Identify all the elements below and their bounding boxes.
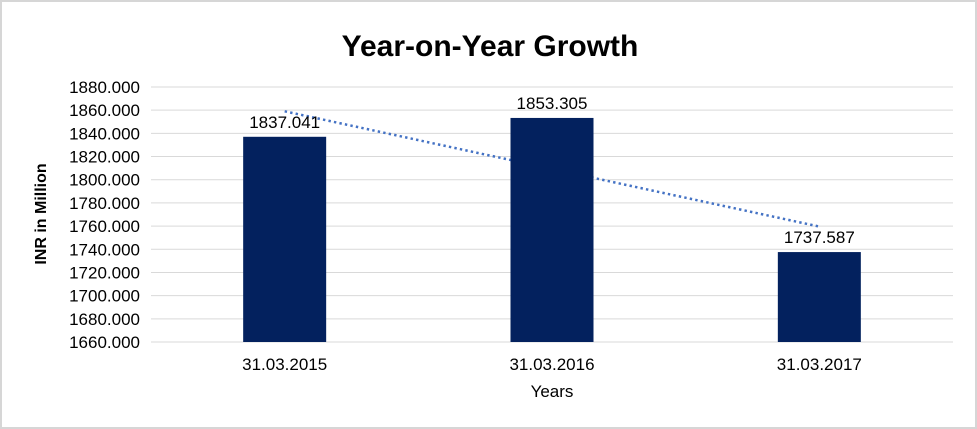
y-tick-label: 1760.000 <box>69 217 140 236</box>
y-tick-label: 1800.000 <box>69 171 140 190</box>
y-tick-label: 1780.000 <box>69 194 140 213</box>
y-axis-title: INR in Million <box>33 163 50 264</box>
y-tick-label: 1840.000 <box>69 124 140 143</box>
y-tick-label: 1700.000 <box>69 287 140 306</box>
x-tick-label: 31.03.2015 <box>242 355 327 374</box>
bar-31.03.2017[interactable] <box>777 252 861 342</box>
y-axis-tick-labels: 1660.000 1680.000 1700.000 1720.000 1740.000… <box>69 78 140 352</box>
y-tick-label: 1660.000 <box>69 333 140 352</box>
y-tick-label: 1860.000 <box>69 101 140 120</box>
y-tick-label: 1740.000 <box>69 240 140 259</box>
y-tick-label: 1720.000 <box>69 263 140 282</box>
y-tick-label: 1880.000 <box>69 78 140 97</box>
data-label: 1737.587 <box>784 228 855 247</box>
data-label: 1837.041 <box>249 113 320 132</box>
chart-title: Year-on-Year Growth <box>342 30 639 63</box>
trendline[interactable] <box>284 110 820 228</box>
x-axis-title: Years <box>531 382 574 401</box>
trendline-segment[interactable] <box>284 110 820 228</box>
y-tick-label: 1820.000 <box>69 148 140 167</box>
x-axis-tick-labels: 31.03.2015 31.03.2016 31.03.2017 <box>242 355 862 374</box>
y-tick-label: 1680.000 <box>69 310 140 329</box>
bar-31.03.2016[interactable] <box>510 117 594 343</box>
bar-series <box>243 117 861 343</box>
bar-31.03.2015[interactable] <box>243 136 327 342</box>
data-label: 1853.305 <box>517 94 588 113</box>
data-labels: 1837.041 1853.305 1737.587 <box>249 94 855 247</box>
x-tick-label: 31.03.2016 <box>509 355 594 374</box>
x-tick-label: 31.03.2017 <box>777 355 862 374</box>
